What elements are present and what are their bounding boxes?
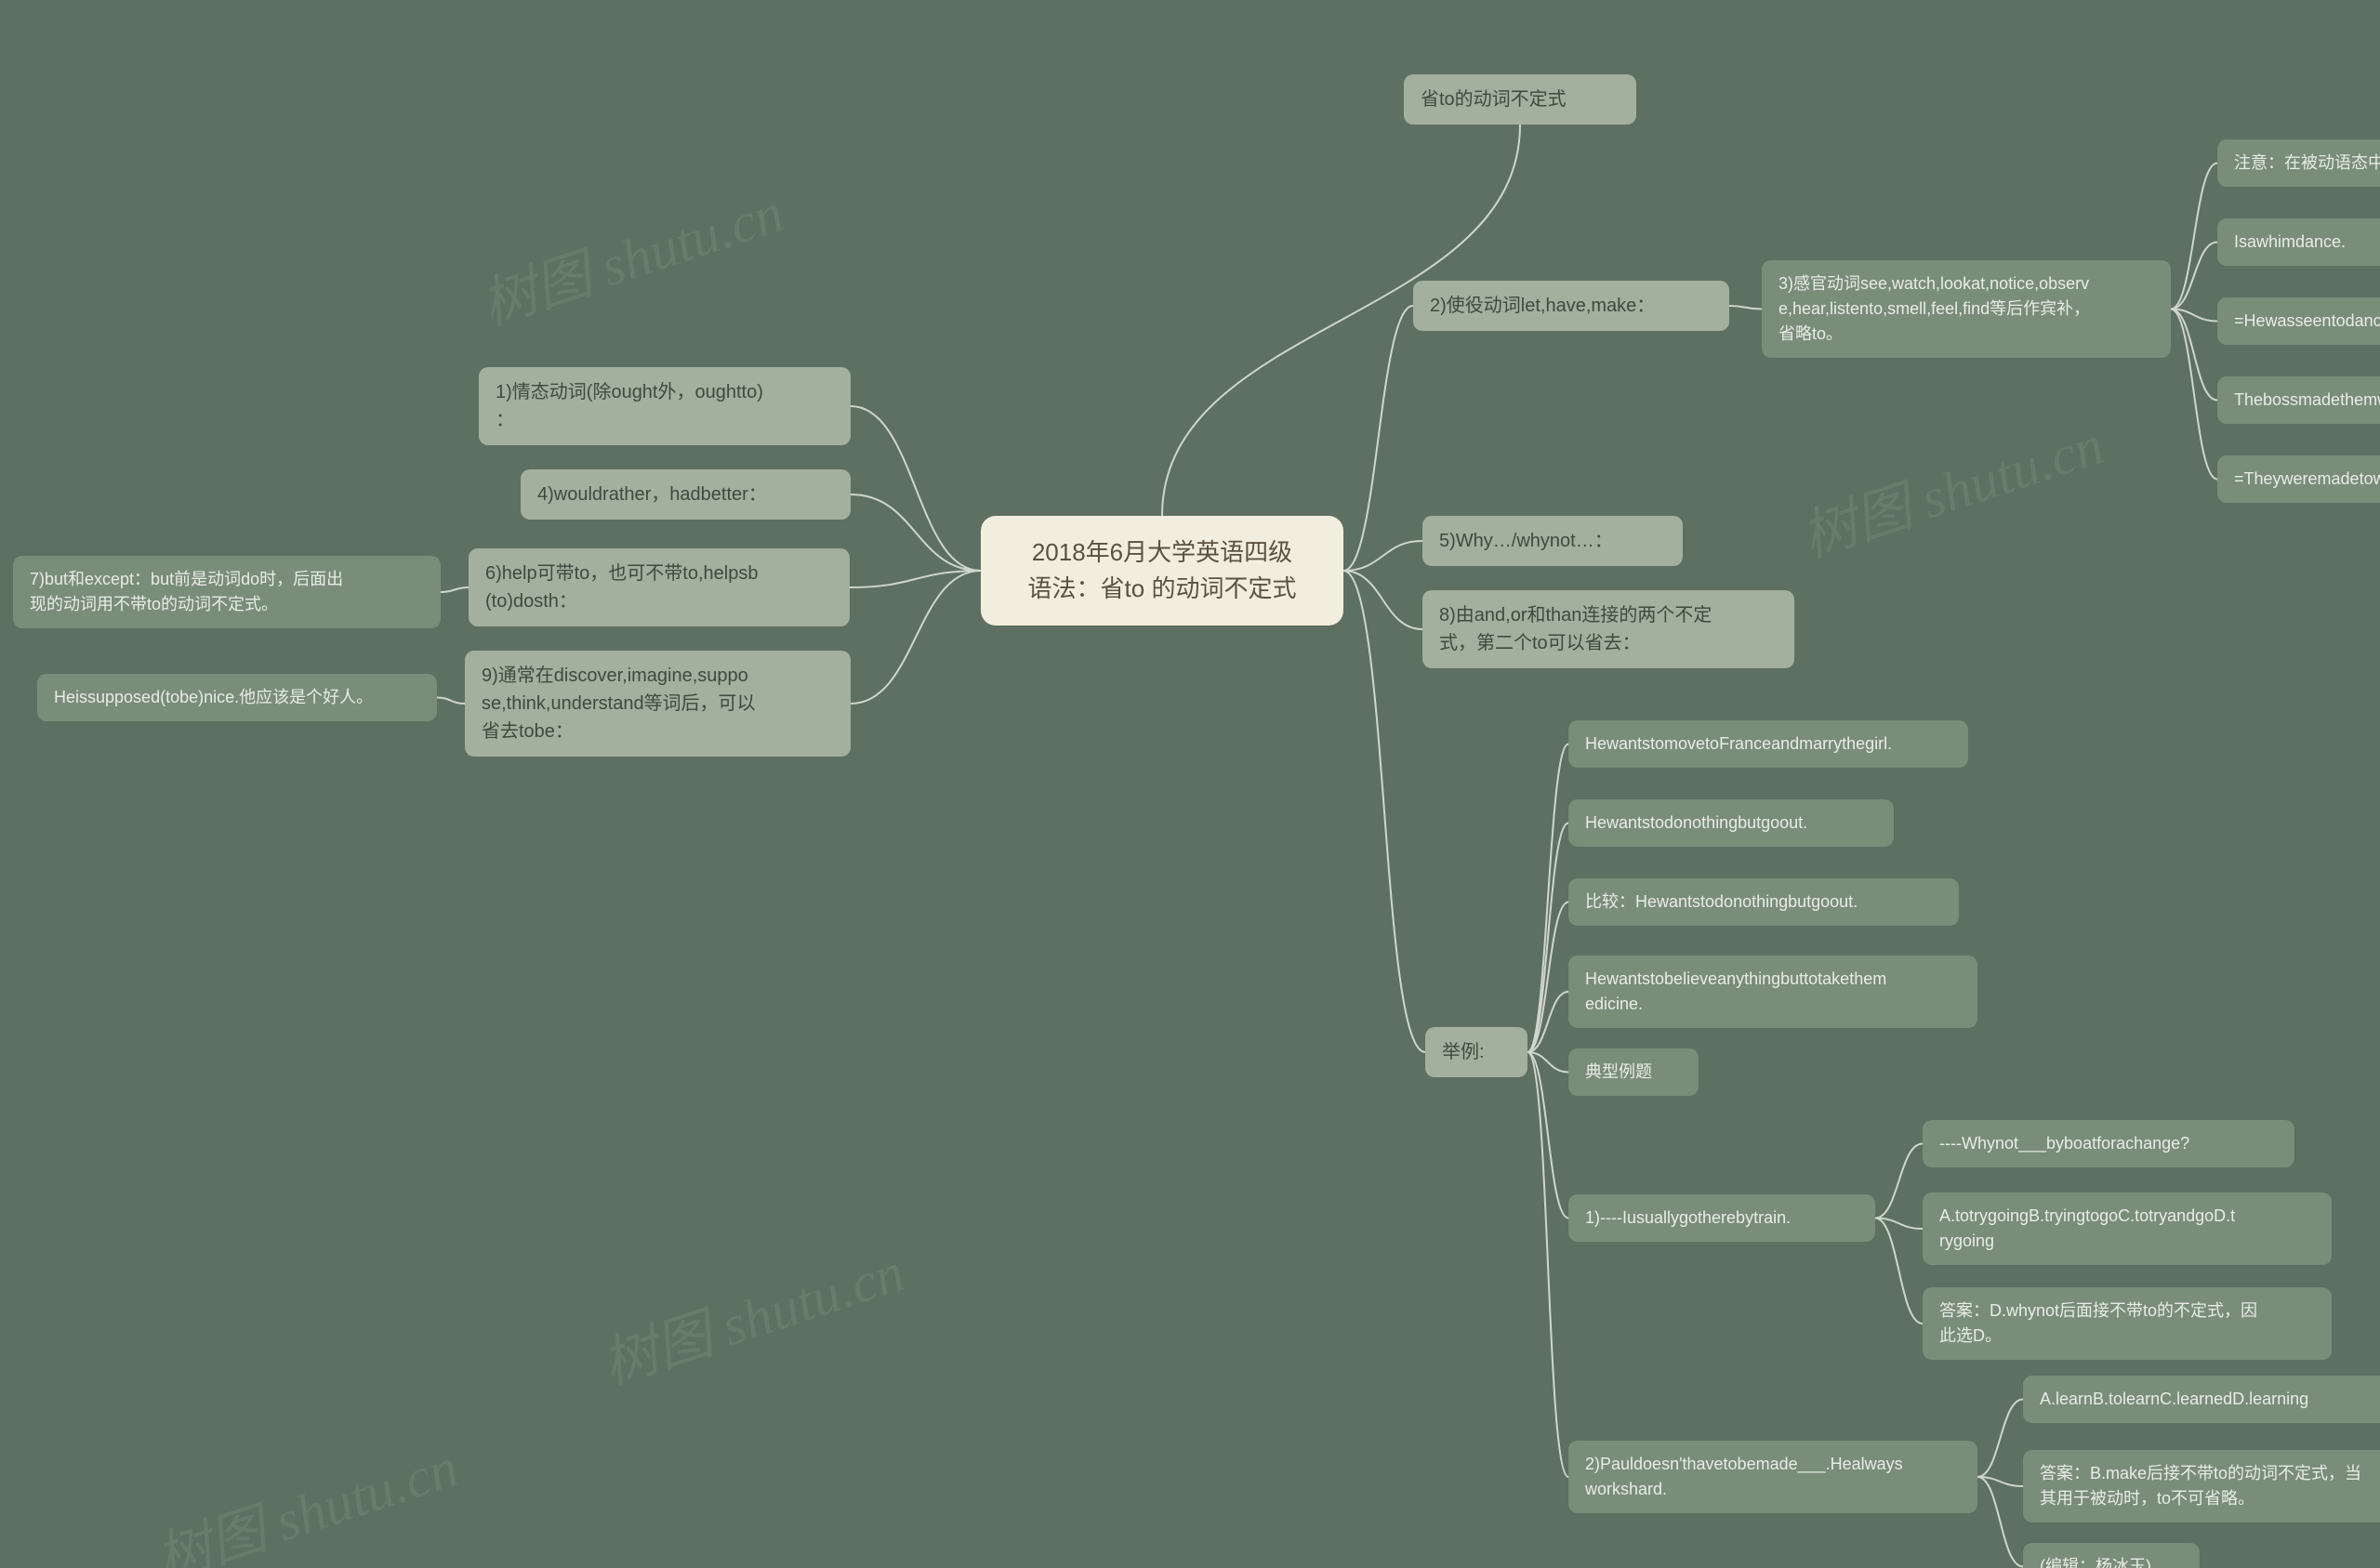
mindmap-node: 省to的动词不定式	[1404, 74, 1636, 125]
mindmap-node: 答案：D.whynot后面接不带to的不定式，因此选D。	[1923, 1287, 2332, 1360]
connector	[1527, 824, 1568, 1053]
mindmap-node: ----Whynot___byboatforachange?	[1923, 1120, 2294, 1167]
connector	[2171, 164, 2217, 310]
mindmap-node: 比较：Hewantstodonothingbutgoout.	[1568, 878, 1959, 926]
mindmap-node: Thebossmadethemworkthewholenight.	[2217, 376, 2380, 424]
connector	[1875, 1219, 1923, 1230]
connector	[1977, 1477, 2023, 1567]
connector	[851, 494, 981, 571]
mindmap-node: 典型例题	[1568, 1048, 1699, 1096]
connector	[1343, 571, 1425, 1052]
connector	[850, 571, 981, 587]
connector	[851, 571, 981, 704]
mindmap-node: 9)通常在discover,imagine,suppose,think,unde…	[465, 651, 851, 757]
connector	[2171, 310, 2217, 401]
mindmap-node: Hewantstobelieveanythingbuttotakethemedi…	[1568, 955, 1977, 1028]
watermark: 树图 shutu.cn	[1790, 400, 2112, 573]
mindmap-node: 2)使役动词let,have,make：	[1413, 281, 1729, 331]
connector	[2171, 243, 2217, 310]
connector	[1977, 1400, 2023, 1478]
connector	[1729, 306, 1762, 310]
connector	[437, 698, 465, 705]
watermark: 树图 shutu.cn	[590, 1227, 913, 1401]
connector	[2171, 310, 2217, 322]
connector	[2171, 310, 2217, 480]
mindmap-node: 2)Pauldoesn'thavetobemade___.Healwayswor…	[1568, 1441, 1977, 1513]
watermark: 树图 shutu.cn	[469, 167, 792, 341]
connector	[1875, 1144, 1923, 1219]
mindmap-node: 答案：B.make后接不带to的动词不定式，当其用于被动时，to不可省略。	[2023, 1450, 2380, 1522]
connector	[1527, 992, 1568, 1052]
connector	[851, 406, 981, 571]
mindmap-node: 注意：在被动语态中则to不能省掉。	[2217, 139, 2380, 187]
connector	[1527, 1052, 1568, 1477]
mindmap-node: 7)but和except：but前是动词do时，后面出现的动词用不带to的动词不…	[13, 556, 441, 628]
connector	[1343, 571, 1422, 629]
mindmap-node: 3)感官动词see,watch,lookat,notice,observe,he…	[1762, 260, 2171, 358]
mindmap-node: 6)help可带to，也可不带to,helpsb(to)dosth：	[469, 548, 850, 626]
mindmap-node: 8)由and,or和than连接的两个不定式，第二个to可以省去：	[1422, 590, 1794, 668]
mindmap-node: 1)----Iusuallygotherebytrain.	[1568, 1194, 1875, 1242]
mindmap-node: 4)wouldrather，hadbetter：	[521, 469, 851, 520]
connector	[1527, 1052, 1568, 1073]
watermark: 树图 shutu.cn	[144, 1422, 467, 1568]
mindmap-node: A.totrygoingB.tryingtogoC.totryandgoD.tr…	[1923, 1192, 2332, 1265]
mindmap-node: 5)Why…/whynot…：	[1422, 516, 1683, 566]
connector	[1343, 541, 1422, 571]
mindmap-node: Heissupposed(tobe)nice.他应该是个好人。	[37, 674, 437, 721]
root-node: 2018年6月大学英语四级语法：省to 的动词不定式	[981, 516, 1343, 626]
mindmap-node: =Theyweremadetoworkthewholenight.	[2217, 455, 2380, 503]
mindmap-node: HewantstomovetoFranceandmarrythegirl.	[1568, 720, 1968, 768]
mindmap-node: (编辑：杨冰玉)	[2023, 1543, 2200, 1568]
mindmap-node: Isawhimdance.	[2217, 218, 2380, 266]
connector	[1977, 1477, 2023, 1486]
mindmap-node: =Hewasseentodance.	[2217, 297, 2380, 345]
connector	[1343, 306, 1413, 571]
mindmap-node: Hewantstodonothingbutgoout.	[1568, 799, 1894, 847]
mindmap-node: 1)情态动词(除ought外，oughtto)：	[479, 367, 851, 445]
connector	[1875, 1219, 1923, 1324]
connector	[1527, 1052, 1568, 1219]
connector	[441, 587, 469, 592]
mindmap-node: 举例:	[1425, 1027, 1527, 1077]
connector	[1527, 903, 1568, 1053]
mindmap-node: A.learnB.tolearnC.learnedD.learning	[2023, 1376, 2380, 1423]
connector	[1527, 744, 1568, 1053]
